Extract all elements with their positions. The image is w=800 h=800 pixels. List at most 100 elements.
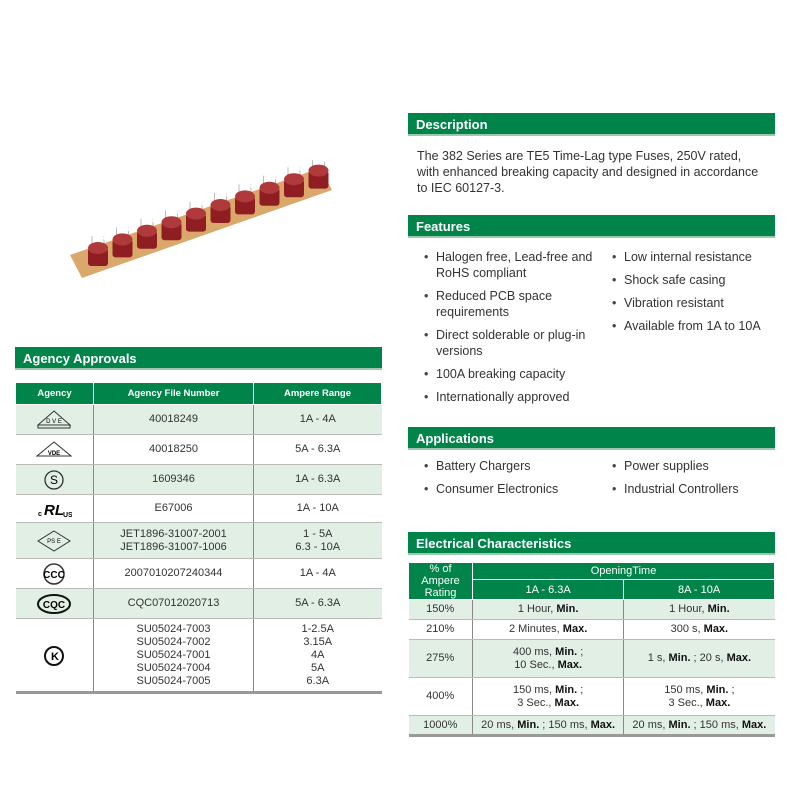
ampere-range-cell: 5A - 6.3A	[253, 434, 382, 465]
cul-us-icon: c RL US	[38, 502, 73, 519]
time-text: 150 ms,	[664, 683, 707, 696]
svg-text:CCC: CCC	[43, 570, 65, 581]
svg-text:CQC: CQC	[43, 600, 65, 611]
svg-text:US: US	[63, 512, 72, 519]
time-text: 400 ms,	[512, 645, 556, 658]
vde-triangle-icon: D V E	[36, 409, 72, 428]
fuse	[259, 175, 280, 206]
table-row: CQC CQC07012020713 5A - 6.3A	[15, 588, 382, 619]
opening-time-cell: 150 ms, Min. ; 3 Sec., Max.	[623, 677, 775, 716]
file-number-cell: 1609346	[93, 464, 254, 495]
ampere-range-cell: 1A - 6.3A	[253, 464, 382, 495]
opening-time-cell: 300 s, Max.	[623, 619, 775, 640]
applications-list-right: Power supplies Industrial Controllers	[606, 458, 776, 504]
ampere-range-cell: 1A - 4A	[253, 558, 382, 589]
ccc-icon: CCC	[43, 562, 65, 585]
list-item: Shock safe casing	[606, 272, 776, 288]
description-header: Description	[408, 113, 775, 136]
file-number-cell: SU05024-7003 SU05024-7002 SU05024-7001 S…	[93, 618, 254, 693]
fuse	[112, 226, 133, 258]
ampere-range-cell: 1 - 5A 6.3 - 10A	[253, 522, 382, 559]
svg-text:c: c	[38, 511, 42, 518]
list-item: Halogen free, Lead-free and RoHS complia…	[418, 249, 593, 281]
cqc-icon: CQC	[37, 593, 72, 614]
bold-qualifier: Max.	[590, 718, 616, 731]
bold-qualifier: Max.	[703, 623, 729, 635]
table-row: PS E JET1896-31007-2001 JET1896-31007-100…	[15, 522, 382, 559]
list-item: Low internal resistance	[606, 249, 776, 265]
agency-approvals-header: Agency Approvals	[15, 347, 382, 370]
percent-cell: 150%	[408, 599, 473, 620]
opening-time-cell: 400 ms, Min. ; 10 Sec., Max.	[471, 639, 625, 678]
opening-time-cell: 2 Minutes, Max.	[471, 619, 625, 640]
file-number-cell: 40018250	[93, 434, 254, 465]
svg-text:D V E: D V E	[46, 419, 62, 425]
agency-cell: CCC	[15, 558, 94, 589]
fuse	[308, 160, 329, 189]
bold-qualifier: Max.	[726, 652, 752, 664]
time-text: 1 Hour,	[517, 603, 557, 615]
col-8a-10a: 8A - 10A	[623, 579, 775, 600]
svg-text:PS E: PS E	[47, 539, 61, 545]
agency-cell: D V E	[15, 404, 94, 435]
bold-qualifier: Max.	[557, 658, 583, 671]
bold-qualifier: Min.	[668, 718, 691, 731]
kc-icon: K	[44, 646, 65, 666]
table-row: VDE 40018250 5A - 6.3A	[15, 434, 382, 465]
list-item: Industrial Controllers	[606, 481, 776, 497]
list-item: Reduced PCB space requirements	[418, 288, 593, 320]
agency-cell: PS E	[15, 522, 94, 559]
opening-time-cell: 1 Hour, Min.	[471, 599, 625, 620]
bold-qualifier: Max.	[741, 718, 767, 731]
table-row: S 1609346 1A - 6.3A	[15, 464, 382, 495]
table-row: D V E 40018249 1A - 4A	[15, 404, 382, 435]
list-item: Battery Chargers	[418, 458, 593, 474]
time-text: 1 Hour,	[669, 603, 708, 615]
file-number-cell: 2007010207240344	[93, 558, 254, 589]
table-row: c RL US E67006 1A - 10A	[15, 494, 382, 523]
product-image-fuses	[70, 160, 332, 278]
time-text: ; 3 Sec.,	[668, 683, 735, 709]
table-row: K SU05024-7003 SU05024-7002 SU05024-7001 …	[15, 618, 382, 693]
svg-text:RL: RL	[44, 502, 64, 519]
bold-qualifier: Max.	[554, 696, 580, 709]
list-item: 100A breaking capacity	[418, 366, 593, 382]
time-text: ; 150 ms,	[539, 718, 591, 731]
col-percent-rating: % of Ampere Rating	[408, 562, 473, 600]
opening-time-cell: 1 Hour, Min.	[623, 599, 775, 620]
time-text: ; 10 Sec.,	[514, 645, 584, 671]
time-text: ; 20 s,	[690, 652, 727, 664]
fuse	[88, 235, 109, 266]
bold-qualifier: Max.	[705, 696, 731, 709]
fuse	[284, 166, 305, 198]
bold-qualifier: Min.	[555, 645, 578, 658]
table-row: 400% 150 ms, Min. ; 3 Sec., Max. 150 ms, M…	[408, 677, 775, 716]
table-row: 150% 1 Hour, Min. 1 Hour, Min.	[408, 599, 775, 620]
description-text: The 382 Series are TE5 Time-Lag type Fus…	[417, 149, 759, 195]
bold-qualifier: Min.	[517, 718, 540, 731]
features-list-left: Halogen free, Lead-free and RoHS complia…	[418, 249, 593, 412]
features-header: Features	[408, 215, 775, 238]
time-text: 20 ms,	[481, 718, 518, 731]
ampere-range-cell: 1A - 10A	[253, 494, 382, 523]
list-item: Available from 1A to 10A	[606, 318, 776, 334]
bold-qualifier: Max.	[562, 623, 588, 635]
time-text: ; 3 Sec.,	[517, 683, 584, 709]
features-list-right: Low internal resistance Shock safe casing…	[606, 249, 776, 341]
electrical-header: Electrical Characteristics	[408, 532, 775, 555]
time-text: ; 150 ms,	[690, 718, 742, 731]
fuse	[235, 183, 256, 215]
percent-cell: 210%	[408, 619, 473, 640]
electrical-table: % of Ampere Rating OpeningTime 1A - 6.3A…	[408, 562, 775, 737]
bold-qualifier: Min.	[555, 683, 578, 696]
opening-time-cell: 20 ms, Min. ; 150 ms, Max.	[471, 715, 625, 736]
time-text: 1 s,	[647, 652, 669, 664]
svg-text:K: K	[51, 651, 59, 663]
time-text: 150 ms,	[512, 683, 556, 696]
agency-cell: K	[15, 618, 94, 693]
file-number-cell: CQC07012020713	[93, 588, 254, 619]
agency-cell: CQC	[15, 588, 94, 619]
list-item: Direct solderable or plug-in versions	[418, 327, 593, 359]
list-item: Internationally approved	[418, 389, 593, 405]
col-opening-time: OpeningTime	[472, 562, 775, 580]
